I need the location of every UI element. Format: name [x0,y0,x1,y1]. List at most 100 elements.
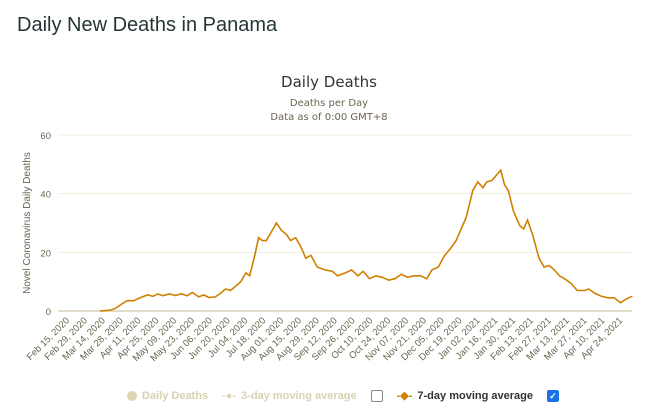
data-point [208,296,210,299]
chart-subtitle: Deaths per Day [290,98,368,109]
legend-daily-deaths[interactable]: Daily Deaths [127,390,208,402]
circle-icon [127,390,138,401]
data-point [576,289,578,292]
data-point [305,257,307,259]
data-point [584,289,586,292]
data-point [224,288,227,290]
chart-title: Daily Deaths [281,73,377,91]
data-point [500,169,502,171]
data-point [121,303,123,305]
data-point [344,272,346,274]
data-point [631,295,633,297]
data-point [203,294,205,296]
data-point [449,248,451,250]
data-point [523,228,525,230]
data-point [258,237,260,239]
data-point [316,266,318,268]
data-point [381,276,383,278]
data-point [289,240,292,242]
data-point [619,302,622,304]
line-marker-icon: -●- [222,389,237,402]
data-point [265,240,267,242]
legend-3day-average[interactable]: -●- 3-day moving average [222,390,357,402]
data-point [563,278,566,280]
data-point [413,275,415,277]
data-point [324,269,326,271]
data-point [465,216,467,218]
data-point [507,190,509,192]
7day-average-checkbox[interactable]: ✓ [546,389,559,402]
data-point [588,288,590,290]
data-point [245,272,247,274]
data-point [543,266,545,268]
y-tick-label: 20 [40,248,51,259]
data-point [444,254,446,256]
data-point [455,240,457,242]
data-point [613,297,615,299]
y-axis-label: Novel Coronavirus Daily Deaths [22,152,33,294]
data-point [214,296,216,298]
data-point [310,254,312,256]
data-point [280,229,283,231]
data-point [486,181,488,183]
3day-average-checkbox[interactable] [370,389,383,402]
data-point [460,228,462,230]
data-point [495,175,497,177]
data-point [558,275,560,277]
data-point [368,278,371,280]
data-point [235,285,237,287]
data-point [180,293,182,295]
data-point [526,219,529,221]
data-point [407,276,409,278]
data-point [219,292,221,294]
data-point [198,296,200,298]
y-tick-label: 40 [40,190,51,201]
legend-label: 3-day moving average [241,389,357,402]
data-point [482,187,484,189]
legend-label: 7-day moving average [417,389,533,402]
data-point [240,281,242,283]
data-point [548,264,550,267]
data-point [400,273,402,275]
data-point [437,266,439,268]
data-point [337,275,339,277]
chart-legend: Daily Deaths -●- 3-day moving average -◆… [0,389,656,402]
data-point [426,278,428,280]
data-point [110,309,112,311]
data-point [600,295,603,297]
y-tick-label: 60 [40,131,51,142]
data-point [115,307,117,309]
y-tick-label: 0 [46,307,51,318]
data-point [625,298,627,300]
line-marker-icon: -◆- [396,390,413,402]
data-point [186,295,188,297]
data-point [387,279,390,281]
page-title: Daily New Deaths in Panama [17,14,278,36]
data-point [594,292,596,294]
chart-subtitle-2: Data as of 0:00 GMT+8 [270,112,387,123]
data-point [491,179,493,182]
data-point [331,270,334,272]
data-point [249,275,251,277]
data-point [607,297,609,299]
data-point [133,300,135,302]
data-point [519,225,521,227]
data-point [357,275,359,277]
data-point [512,210,515,212]
data-point [351,269,353,271]
data-point [191,291,193,294]
data-point [503,184,506,186]
data-point [261,240,264,242]
legend-label: Daily Deaths [142,389,209,402]
data-point [286,234,288,236]
data-point [275,222,278,224]
data-point [147,294,149,296]
data-point [126,300,128,302]
data-point [531,234,534,236]
data-point [139,297,141,299]
data-point [270,231,272,233]
data-point [431,269,433,271]
legend-7day-average[interactable]: -◆- 7-day moving average [396,389,533,403]
data-point [375,275,377,277]
